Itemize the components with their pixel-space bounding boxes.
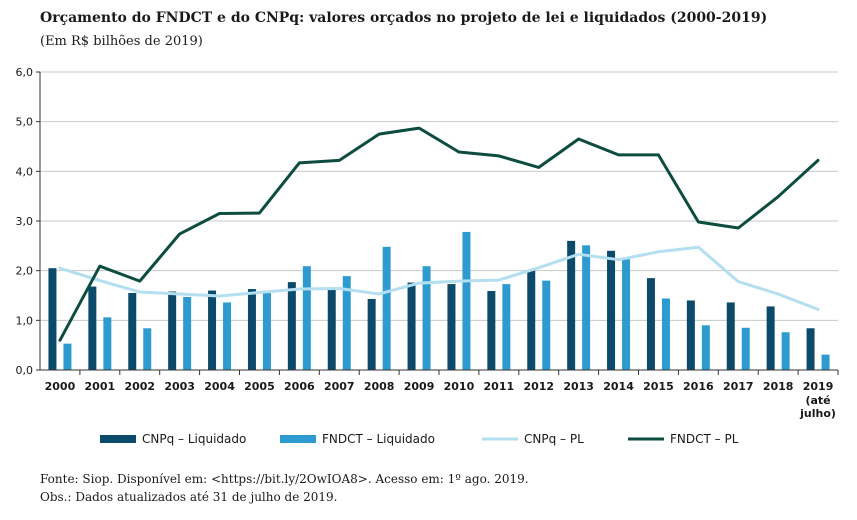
x-tick-label: 2006 xyxy=(284,380,315,393)
bar-cnpq-liquidado xyxy=(88,286,97,370)
bar-cnpq-liquidado xyxy=(48,268,57,370)
line-fndct-pl xyxy=(58,126,820,342)
bar-cnpq-liquidado xyxy=(806,328,815,370)
bar-cnpq-liquidado xyxy=(646,278,655,370)
source-note: Fonte: Siop. Disponível em: <https://bit… xyxy=(40,472,529,486)
bar-fndct-liquidado xyxy=(781,332,790,370)
x-tick-label: 2017 xyxy=(723,380,754,393)
x-tick-label: 2013 xyxy=(563,380,594,393)
bar-fndct-liquidado xyxy=(701,325,710,370)
y-tick-label: 4,0 xyxy=(16,165,34,178)
bar-fndct-liquidado xyxy=(262,290,271,370)
x-tick-label-note: (até xyxy=(805,394,830,407)
y-tick-label: 6,0 xyxy=(16,66,34,79)
bar-fndct-liquidado xyxy=(821,354,830,370)
x-tick-label: 2012 xyxy=(523,380,554,393)
bar-cnpq-liquidado xyxy=(527,270,536,370)
bar-fndct-liquidado xyxy=(542,280,551,370)
x-tick-label: 2019 xyxy=(803,380,834,393)
y-tick-label: 5,0 xyxy=(16,116,34,129)
x-tick-label: 2008 xyxy=(364,380,395,393)
bar-fndct-liquidado xyxy=(582,245,591,370)
legend-fndct-pl-label: FNDCT – PL xyxy=(670,432,739,446)
x-tick-label: 2009 xyxy=(404,380,435,393)
chart-area: 6,0 5,0 4,0 3,0 2,0 1,0 0,0 2000 2001 2002 2003 200… xyxy=(16,66,839,446)
bar-fndct-liquidado xyxy=(462,231,471,370)
bar-fndct-liquidado xyxy=(741,327,750,370)
bar-fndct-liquidado xyxy=(661,298,670,370)
bar-fndct-liquidado xyxy=(302,266,311,370)
bar-fndct-liquidado xyxy=(63,343,72,370)
x-tick-label: 2003 xyxy=(164,380,195,393)
bar-cnpq-liquidado xyxy=(567,240,576,370)
x-tick-label: 2005 xyxy=(244,380,275,393)
y-tick-label: 2,0 xyxy=(16,265,34,278)
legend-fndct-pl: FNDCT – PL xyxy=(628,432,739,446)
x-tick-label: 2004 xyxy=(204,380,235,393)
legend-cnpq-pl: CNPq – PL xyxy=(482,432,584,446)
bar-cnpq-liquidado xyxy=(447,284,456,370)
bar-cnpq-liquidado xyxy=(766,306,775,370)
legend-fndct-liquidado-label: FNDCT – Liquidado xyxy=(322,432,435,446)
y-tick-label: 0,0 xyxy=(16,364,34,377)
x-tick-label: 2015 xyxy=(643,380,674,393)
chart-title: Orçamento do FNDCT e do CNPq: valores or… xyxy=(40,10,768,26)
chart-subtitle: (Em R$ bilhões de 2019) xyxy=(40,34,203,49)
line-cnpq-pl xyxy=(58,245,820,311)
bar-cnpq-liquidado xyxy=(287,282,296,370)
y-tick-label: 3,0 xyxy=(16,215,34,228)
x-tick-label: 2011 xyxy=(484,380,515,393)
bar-cnpq-liquidado xyxy=(247,289,256,370)
x-tick-label: 2000 xyxy=(45,380,76,393)
bar-cnpq-liquidado xyxy=(726,302,735,370)
x-tick-label: 2014 xyxy=(603,380,634,393)
bar-fndct-liquidado xyxy=(143,328,152,370)
bar-cnpq-liquidado xyxy=(607,250,616,370)
bar-cnpq-liquidado xyxy=(327,289,336,370)
x-tick-label-note: julho) xyxy=(799,407,836,420)
bar-fndct-liquidado xyxy=(502,284,511,370)
bar-cnpq-liquidado xyxy=(208,290,217,370)
legend-cnpq-liquidado: CNPq – Liquidado xyxy=(100,432,246,446)
x-tick-label: 2007 xyxy=(324,380,355,393)
legend-fndct-liquidado: FNDCT – Liquidado xyxy=(280,432,435,446)
x-tick-label: 2018 xyxy=(763,380,794,393)
bar-cnpq-liquidado xyxy=(128,293,137,370)
legend-cnpq-liquidado-label: CNPq – Liquidado xyxy=(142,432,246,446)
x-tick-label: 2002 xyxy=(124,380,155,393)
bar-cnpq-liquidado xyxy=(686,300,695,370)
bar-fndct-liquidado xyxy=(622,259,631,370)
bar-fndct-liquidado xyxy=(422,266,431,370)
bar-fndct-liquidado xyxy=(382,246,391,370)
bar-fndct-liquidado xyxy=(342,276,351,370)
legend-cnpq-pl-label: CNPq – PL xyxy=(524,432,584,446)
bar-fndct-liquidado xyxy=(223,302,232,370)
bar-fndct-liquidado xyxy=(103,317,112,370)
x-tick-label: 2016 xyxy=(683,380,714,393)
x-tick-label: 2010 xyxy=(444,380,475,393)
legend-fndct-liquidado-swatch xyxy=(280,435,316,443)
bar-cnpq-liquidado xyxy=(487,291,496,370)
bar-cnpq-liquidado xyxy=(407,282,416,370)
legend-cnpq-liquidado-swatch xyxy=(100,435,136,443)
bar-fndct-liquidado xyxy=(183,296,192,370)
bar-cnpq-liquidado xyxy=(367,298,376,370)
x-tick-label: 2001 xyxy=(85,380,116,393)
bar-cnpq-liquidado xyxy=(168,291,177,370)
obs-note: Obs.: Dados atualizados até 31 de julho … xyxy=(40,490,338,504)
y-tick-label: 1,0 xyxy=(16,314,34,327)
